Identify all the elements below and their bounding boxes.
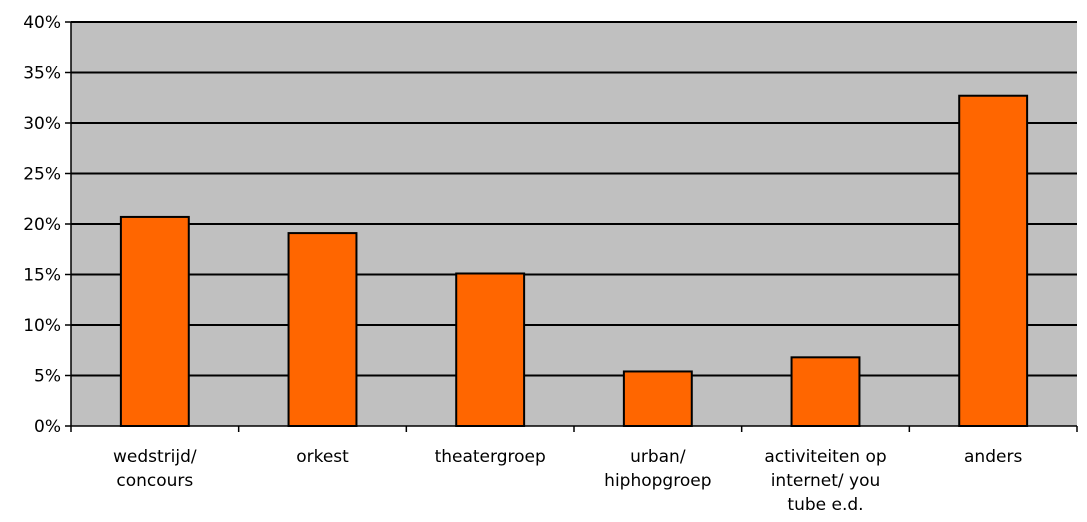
x-category-label: activiteiten op internet/ you tube e.d. <box>764 447 886 515</box>
bar <box>119 215 190 427</box>
y-tick-label: 30% <box>23 114 61 134</box>
bar <box>287 232 358 427</box>
y-tick-label: 0% <box>34 417 61 437</box>
x-category-label-line: urban/ <box>630 447 686 467</box>
x-category-label-line: orkest <box>296 447 349 467</box>
x-category-label-line: internet/ you <box>771 471 881 491</box>
x-category-label-line: anders <box>964 447 1022 467</box>
x-category-label: wedstrijd/concours <box>113 447 197 491</box>
x-category-label-line: wedstrijd/ <box>113 447 197 467</box>
bar <box>958 94 1029 427</box>
bar <box>622 370 693 427</box>
x-category-label-line: activiteiten op <box>764 447 886 467</box>
x-category-label-line: tube e.d. <box>787 495 863 515</box>
x-category-label-line: hiphopgroep <box>604 471 711 491</box>
y-tick-label: 20% <box>23 215 61 235</box>
y-tick-label: 35% <box>23 64 61 84</box>
x-category-label: theatergroep <box>435 447 546 467</box>
y-tick-label: 5% <box>34 367 61 387</box>
bar <box>790 356 861 428</box>
y-tick-label: 40% <box>23 13 61 33</box>
y-tick-label: 15% <box>23 266 61 286</box>
x-category-label: urban/hiphopgroep <box>604 447 711 491</box>
y-tick-label: 10% <box>23 316 61 336</box>
y-tick-label: 25% <box>23 165 61 185</box>
x-category-label-line: concours <box>116 471 193 491</box>
bar <box>455 272 526 427</box>
x-category-label: anders <box>964 447 1022 467</box>
x-category-label: orkest <box>296 447 349 467</box>
x-category-label-line: theatergroep <box>435 447 546 467</box>
